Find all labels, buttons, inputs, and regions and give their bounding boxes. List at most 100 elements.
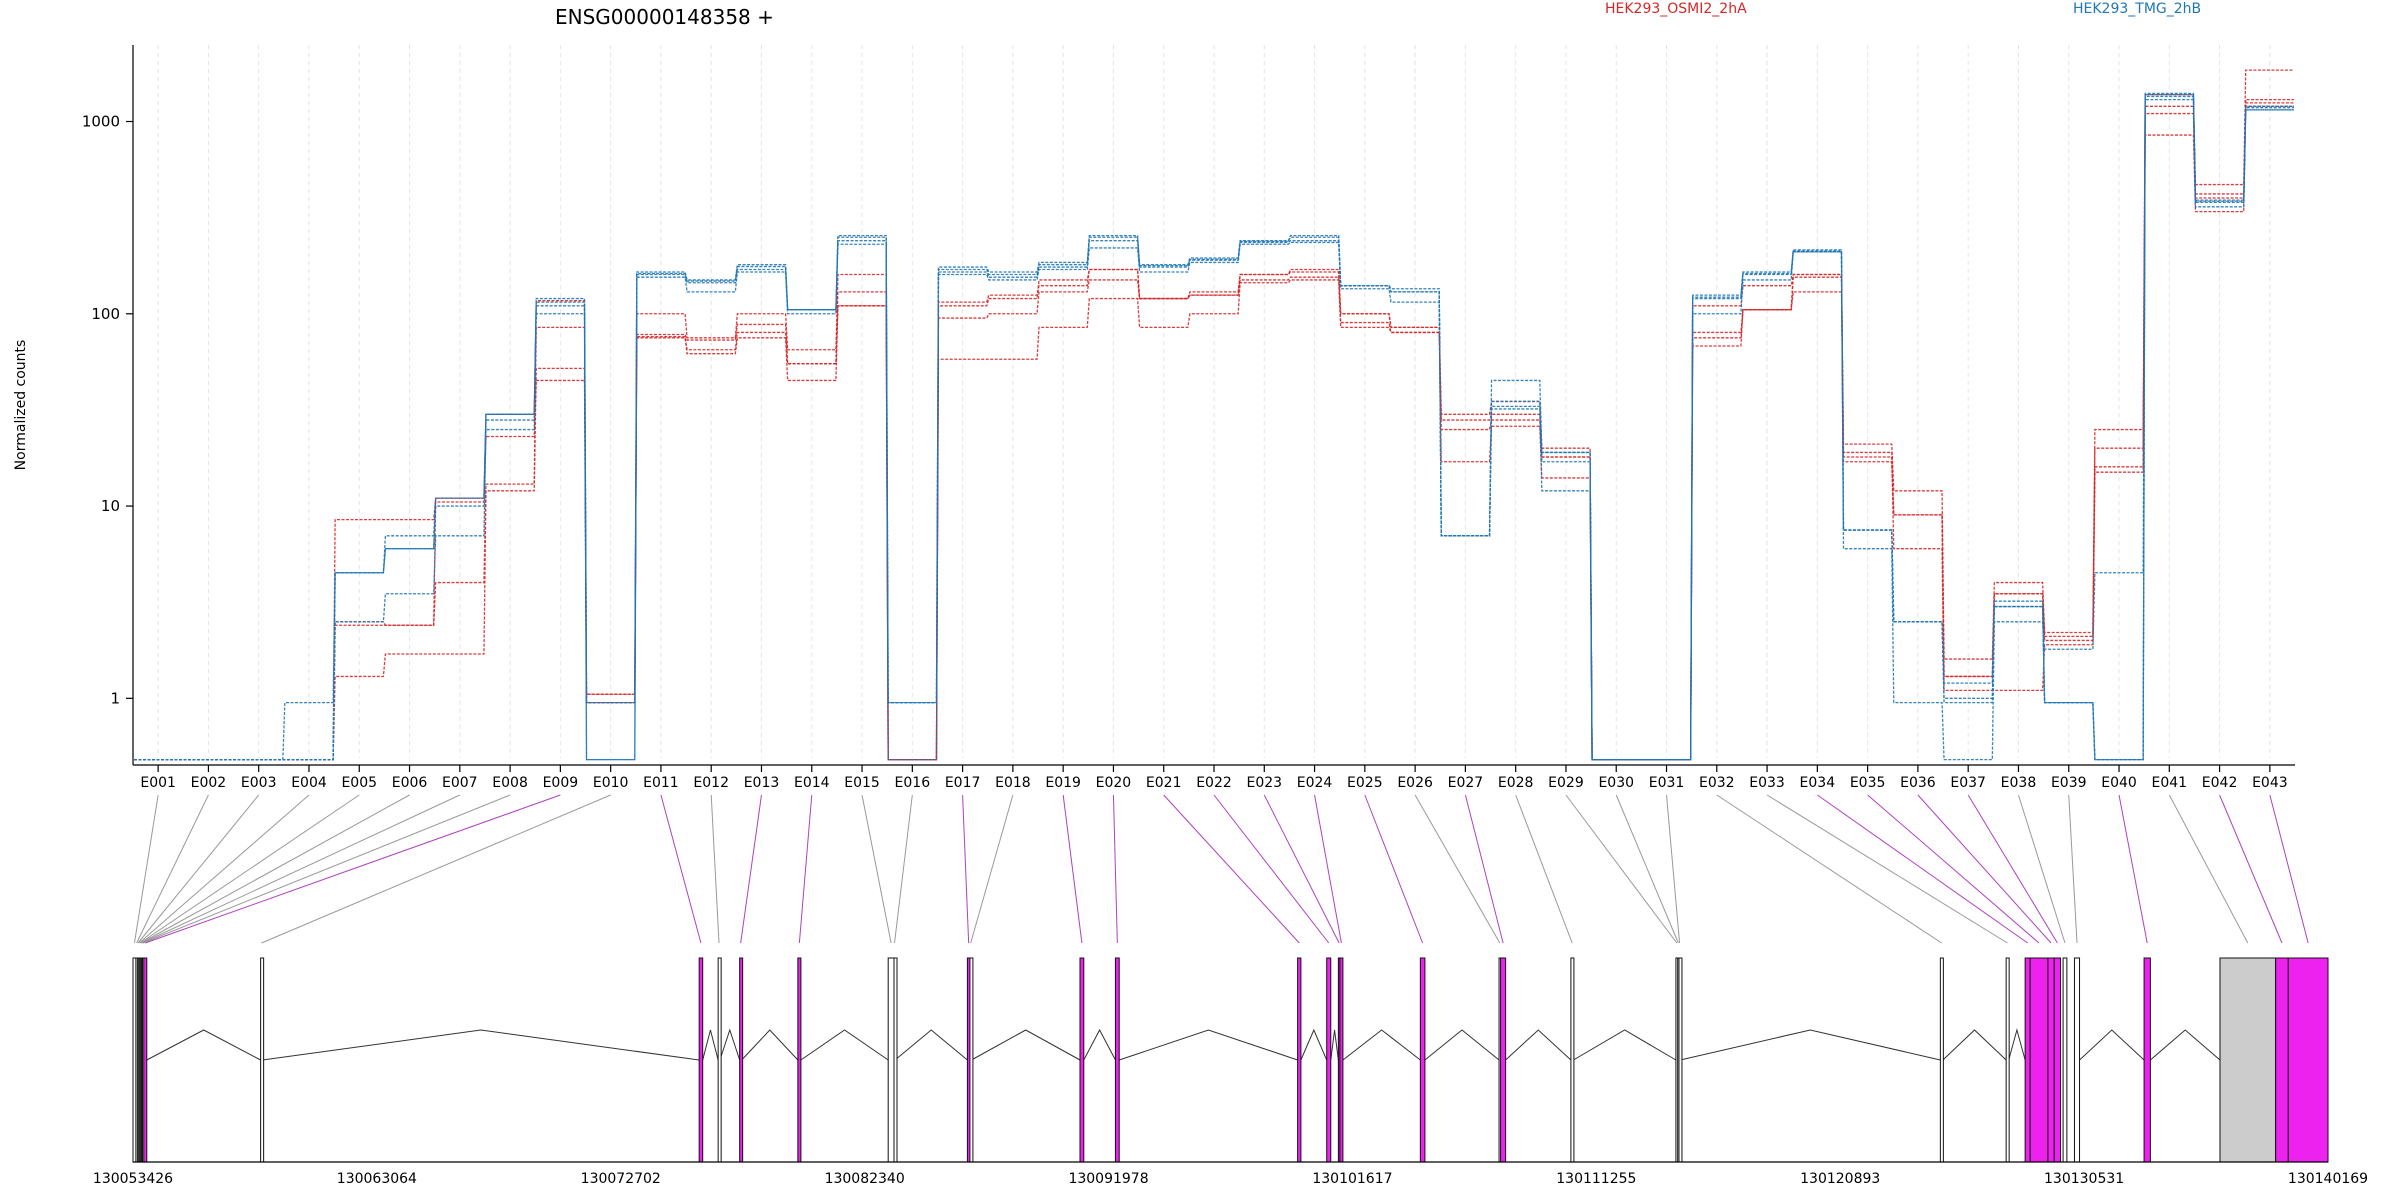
intron-line bbox=[1119, 1029, 1298, 1061]
intron-line bbox=[2008, 1028, 2026, 1061]
exon-box-E024 bbox=[1339, 957, 1344, 1163]
exon-connector-E006 bbox=[140, 794, 410, 944]
exon-connector-E031 bbox=[1666, 794, 1681, 944]
intron-line bbox=[1573, 1029, 1677, 1061]
exon-connector-E026 bbox=[1414, 794, 1501, 944]
exon-box-E016 bbox=[893, 957, 898, 1163]
gridlines bbox=[157, 45, 2271, 758]
exon-connector-E020 bbox=[1112, 794, 1118, 944]
exon-box-E025 bbox=[1419, 957, 1426, 1163]
exon-connector-E019 bbox=[1062, 794, 1083, 944]
legend-label-osmi2: HEK293_OSMI2_2hA bbox=[1605, 1, 1747, 17]
x-tick-label: E033 bbox=[1749, 775, 1785, 791]
x-tick-label: E026 bbox=[1397, 775, 1433, 791]
exon-connector-E033 bbox=[1766, 794, 2008, 944]
exon-box-E018 bbox=[969, 957, 974, 1163]
exon-connector-E025 bbox=[1364, 794, 1424, 944]
exon-connector-E004 bbox=[138, 794, 310, 944]
exon-connector-E010 bbox=[261, 794, 611, 944]
axes: 1 10 100 1000 E001 E002 E003 E004 E005 E006 E007 E0… bbox=[82, 45, 2295, 791]
x-tick-label: E021 bbox=[1146, 775, 1182, 791]
genomic-axis: 130053426 130063064 130072702 130082340 1300… bbox=[93, 1161, 2368, 1187]
exon-box-E037 bbox=[2053, 957, 2062, 1163]
exon-box-E035 bbox=[2029, 957, 2049, 1163]
intron-line bbox=[146, 1029, 261, 1061]
exon-box-E027 bbox=[1500, 957, 1507, 1163]
exon-connector-E036 bbox=[1917, 794, 2052, 944]
exon-box-E036 bbox=[2047, 957, 2055, 1163]
exon-connector-E027 bbox=[1464, 794, 1504, 944]
genomic-tick-label: 130053426 bbox=[93, 1171, 173, 1187]
x-tick-label: E031 bbox=[1649, 775, 1685, 791]
exon-box-E019 bbox=[1079, 957, 1085, 1163]
x-tick-label: E032 bbox=[1699, 775, 1735, 791]
x-tick-label: E007 bbox=[442, 775, 478, 791]
exon-connector-E024 bbox=[1314, 794, 1342, 944]
x-tick-label: E022 bbox=[1196, 775, 1232, 791]
genomic-tick-label: 130091978 bbox=[1068, 1171, 1148, 1187]
x-tick-label: E003 bbox=[241, 775, 277, 791]
x-tick-label: E025 bbox=[1347, 775, 1383, 791]
y-axis-label: Normalized counts bbox=[13, 340, 29, 471]
series-line-4 bbox=[134, 102, 2294, 761]
x-tick-label: E024 bbox=[1297, 775, 1333, 791]
x-tick-label: E018 bbox=[995, 775, 1031, 791]
x-tick-label: E008 bbox=[492, 775, 528, 791]
exon-connector-E013 bbox=[740, 794, 762, 944]
exon-connector-E037 bbox=[1967, 794, 2058, 944]
exon-box-E022 bbox=[1326, 957, 1332, 1163]
exon-connector-E016 bbox=[894, 794, 913, 944]
exon-box-E041 bbox=[2219, 957, 2277, 1163]
y-tick-label: 1000 bbox=[82, 113, 120, 131]
intron-line bbox=[971, 1029, 1081, 1061]
series-line-7 bbox=[134, 98, 2294, 761]
intron-line bbox=[894, 1029, 968, 1061]
exon-box-E028 bbox=[1570, 957, 1575, 1163]
chart-title: ENSG00000148358 + bbox=[555, 5, 774, 29]
exon-connector-E043 bbox=[2269, 794, 2309, 944]
exon-connector-E022 bbox=[1213, 794, 1330, 944]
genomic-tick-label: 130130531 bbox=[2044, 1171, 2124, 1187]
exon-box-E032 bbox=[1939, 957, 1944, 1163]
genomic-tick-label: 130082340 bbox=[825, 1171, 905, 1187]
intron-line bbox=[800, 1029, 889, 1061]
exon-connector-E009 bbox=[145, 794, 561, 944]
x-tick-label: E013 bbox=[744, 775, 780, 791]
legend-label-tmg: HEK293_TMG_2hB bbox=[2073, 1, 2201, 17]
exon-connector-E040 bbox=[2118, 794, 2148, 944]
exon-connector-E039 bbox=[2068, 794, 2078, 944]
x-tick-label: E012 bbox=[693, 775, 729, 791]
exon-connector-E001 bbox=[133, 794, 159, 944]
x-tick-label: E006 bbox=[392, 775, 428, 791]
series-line-5 bbox=[134, 92, 2294, 761]
exon-connector-E029 bbox=[1565, 794, 1678, 944]
x-tick-label: E038 bbox=[2001, 775, 2037, 791]
exon-box-E031 bbox=[1678, 957, 1683, 1163]
intron-line bbox=[1942, 1029, 2007, 1061]
x-tick-label: E016 bbox=[895, 775, 931, 791]
x-tick-label: E034 bbox=[1800, 775, 1836, 791]
x-tick-label: E019 bbox=[1045, 775, 1081, 791]
exon-connector-lines bbox=[133, 794, 2309, 944]
x-tick-label: E015 bbox=[844, 775, 880, 791]
exon-connector-E008 bbox=[142, 794, 511, 944]
x-tick-label: E042 bbox=[2202, 775, 2238, 791]
exon-connector-E002 bbox=[136, 794, 209, 944]
exon-connector-E017 bbox=[962, 794, 970, 944]
intron-line bbox=[1330, 1029, 1339, 1061]
exon-connector-E007 bbox=[141, 794, 461, 944]
exon-connector-E003 bbox=[137, 794, 260, 944]
exon-box-E015 bbox=[887, 957, 895, 1163]
exon-connector-E011 bbox=[660, 794, 702, 944]
exon-connector-E005 bbox=[139, 794, 360, 944]
exon-box-E039 bbox=[2073, 957, 2081, 1163]
exon-box-E010 bbox=[260, 957, 265, 1163]
exon-connector-E030 bbox=[1615, 794, 1679, 944]
genomic-tick-label: 130140169 bbox=[2288, 1171, 2368, 1187]
exon-connector-E023 bbox=[1263, 794, 1340, 944]
x-tick-label: E027 bbox=[1448, 775, 1484, 791]
exon-box-E038 bbox=[2062, 957, 2068, 1163]
x-tick-label: E043 bbox=[2252, 775, 2288, 791]
exon-box-E014 bbox=[797, 957, 802, 1163]
intron-line bbox=[1505, 1029, 1572, 1061]
